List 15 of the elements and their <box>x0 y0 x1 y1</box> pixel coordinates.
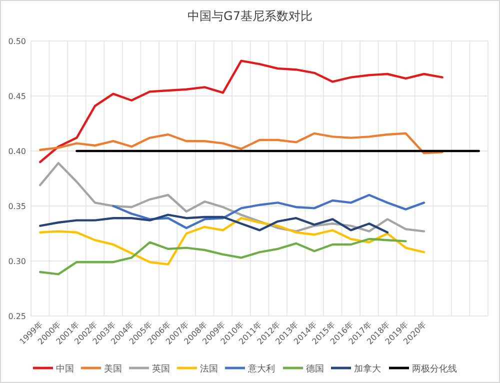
y-tick-label: 0.25 <box>8 312 26 321</box>
y-tick-label: 0.35 <box>8 202 26 211</box>
legend-label: 法国 <box>200 364 218 374</box>
y-tick-label: 0.30 <box>8 257 26 266</box>
legend-label: 加拿大 <box>354 364 381 374</box>
legend-label: 两极分化线 <box>412 364 457 374</box>
title: 中国与G7基尼系数对比 <box>188 9 312 23</box>
legend-label: 德国 <box>306 364 324 374</box>
legend-label: 中国 <box>56 364 74 374</box>
y-tick-label: 0.45 <box>8 92 26 101</box>
y-tick-label: 0.40 <box>8 147 26 156</box>
legend-label: 意大利 <box>247 364 275 374</box>
legend-label: 英国 <box>152 364 170 374</box>
y-tick-label: 0.50 <box>8 37 26 46</box>
legend-label: 美国 <box>104 364 122 374</box>
